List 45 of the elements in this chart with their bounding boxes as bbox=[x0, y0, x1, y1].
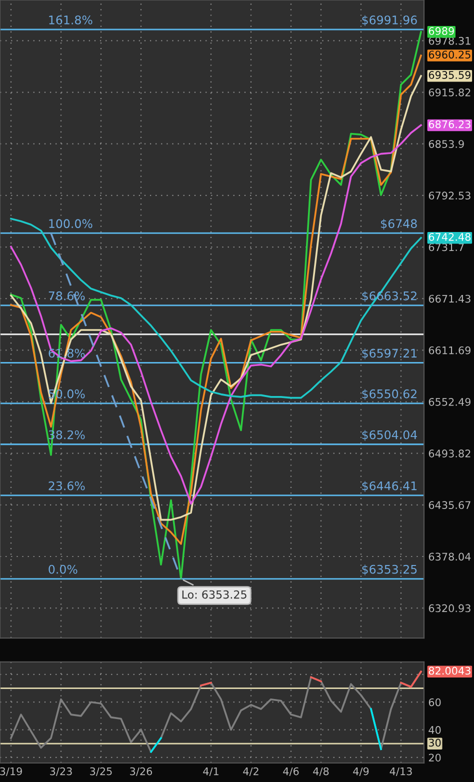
y-tick-label: 6552.49 bbox=[428, 398, 471, 406]
data-label: 82.0043 bbox=[428, 666, 470, 675]
annotation: 0.0% bbox=[48, 564, 78, 574]
y-tick-label: 6915.82 bbox=[428, 88, 470, 96]
data-label: 6989 bbox=[428, 27, 454, 35]
x-tick-label: 4/2 bbox=[243, 767, 258, 776]
annotation: 100.0% bbox=[49, 219, 92, 228]
y-tick-label: 6435.67 bbox=[428, 501, 470, 510]
ref-line-label: 30 bbox=[428, 738, 441, 747]
data-label: 6876.23 bbox=[428, 120, 470, 128]
ref-line-label: $6353.25 bbox=[362, 564, 417, 576]
data-label: 6935.59 bbox=[428, 71, 471, 79]
y-tick-label: 6320.93 bbox=[428, 604, 470, 612]
x-tick-label: 3/26 bbox=[130, 767, 152, 776]
y-tick-label: 6671.43 bbox=[428, 294, 470, 303]
y-tick-label: 6853.9 bbox=[428, 140, 464, 148]
y-tick-label: 40 bbox=[428, 726, 441, 734]
x-tick-label: 4/9 bbox=[353, 767, 369, 776]
ref-line-label: $6446.41 bbox=[362, 481, 417, 492]
data-label: Lo: 6353.25 bbox=[182, 590, 246, 599]
y-tick-label: 6792.53 bbox=[428, 192, 470, 200]
x-tick-label: 4/6 bbox=[283, 767, 299, 776]
x-tick-label: 4/8 bbox=[313, 767, 329, 776]
y-tick-label: 6378.04 bbox=[428, 552, 471, 561]
y-tick-label: 6731.7 bbox=[428, 243, 464, 252]
x-tick-label: 4/13 bbox=[390, 767, 412, 776]
x-tick-label: 3/19 bbox=[0, 767, 22, 776]
line-series bbox=[10, 218, 422, 399]
line-series bbox=[50, 232, 182, 580]
data-label: 6742.48 bbox=[428, 232, 471, 241]
y-tick-label: 20 bbox=[428, 754, 441, 762]
ref-line-label: $6550.62 bbox=[362, 389, 416, 400]
x-tick-label: 3/23 bbox=[50, 767, 72, 776]
x-tick-label: 4/1 bbox=[203, 767, 218, 776]
ref-line-label: $6597.21 bbox=[362, 348, 417, 360]
ref-line-label: $6748 bbox=[381, 218, 417, 230]
data-label: 6960.25 bbox=[428, 50, 470, 59]
ref-line-label: $6504.04 bbox=[362, 430, 417, 441]
y-tick-label: 6493.82 bbox=[428, 450, 470, 458]
y-tick-label: 6611.69 bbox=[428, 346, 471, 354]
x-tick-label: 3/25 bbox=[90, 767, 112, 776]
annotation: 23.6% bbox=[48, 481, 85, 490]
annotation: 161.8% bbox=[49, 15, 92, 24]
y-tick-label: 60 bbox=[428, 698, 441, 706]
ref-line-label: $6991.96 bbox=[362, 15, 417, 26]
